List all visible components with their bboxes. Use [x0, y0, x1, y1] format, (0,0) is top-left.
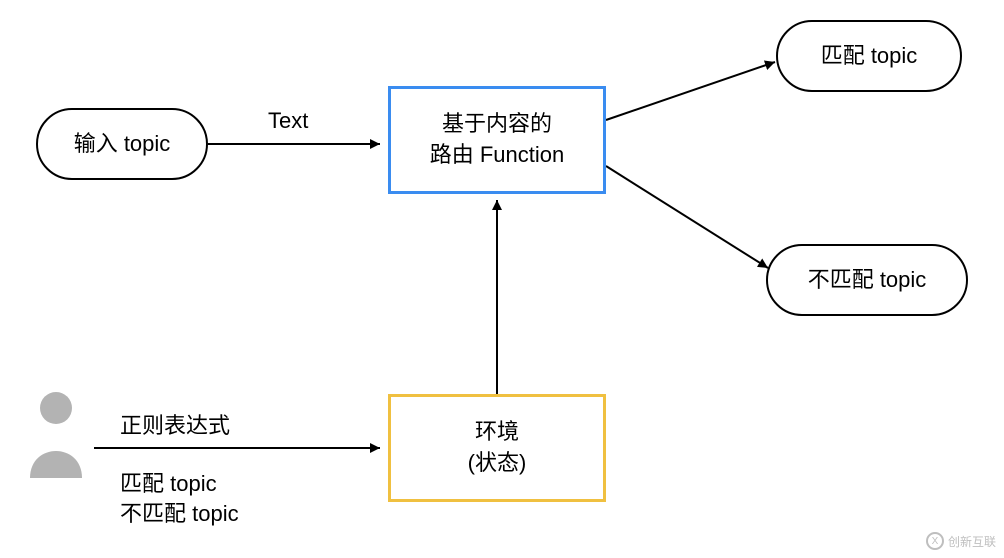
- watermark-icon: X: [926, 532, 944, 550]
- user-icon: [20, 386, 92, 478]
- node-label-line2: (状态): [468, 448, 527, 479]
- label-text: 匹配 topic: [120, 471, 217, 496]
- edge-label-text: Text: [268, 108, 308, 134]
- node-label: 匹配 topic: [821, 41, 918, 72]
- node-label: 不匹配 topic: [808, 265, 927, 296]
- edge: [606, 166, 768, 268]
- watermark-text: 创新互联: [948, 533, 996, 550]
- edge-label-regex: 正则表达式: [120, 408, 230, 440]
- edge: [606, 62, 775, 120]
- node-label-line2: 路由 Function: [430, 140, 565, 171]
- edge-label-match-topic: 匹配 topic: [120, 466, 217, 498]
- node-router-function: 基于内容的 路由 Function: [388, 86, 606, 194]
- node-label-line1: 基于内容的: [442, 109, 552, 140]
- node-match-topic: 匹配 topic: [776, 20, 962, 92]
- node-nomatch-topic: 不匹配 topic: [766, 244, 968, 316]
- edge-label-nomatch-topic: 不匹配 topic: [120, 496, 239, 528]
- node-label-line1: 环境: [475, 417, 519, 448]
- node-environment-state: 环境 (状态): [388, 394, 606, 502]
- label-text: 正则表达式: [120, 413, 230, 438]
- watermark-icon-text: X: [932, 536, 939, 547]
- watermark: X 创新互联: [926, 532, 996, 550]
- node-input-topic: 输入 topic: [36, 108, 208, 180]
- node-label: 输入 topic: [74, 129, 171, 160]
- label-text: Text: [268, 108, 308, 133]
- label-text: 不匹配 topic: [120, 501, 239, 526]
